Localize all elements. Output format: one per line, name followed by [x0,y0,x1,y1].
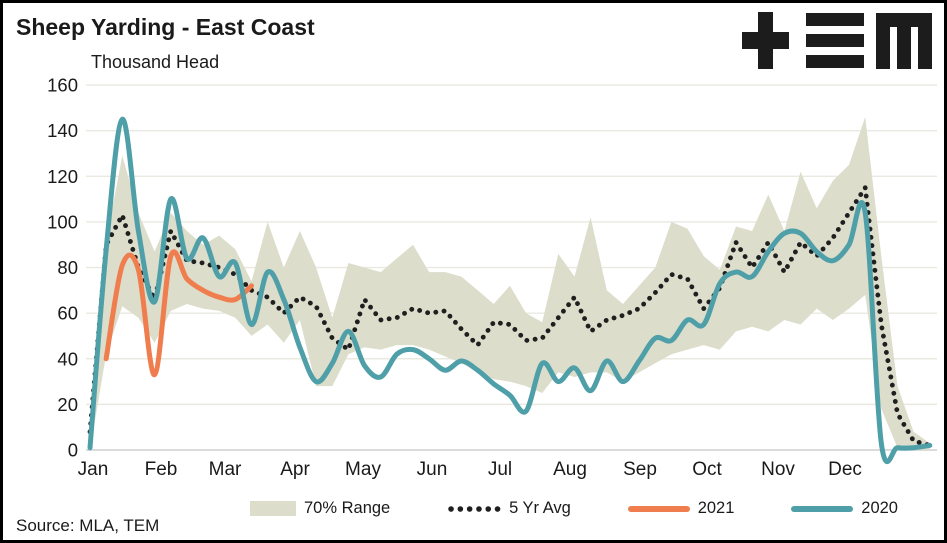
legend-label-2020: 2020 [861,499,898,517]
month-label: Sep [623,459,657,480]
range-band-swatch [250,501,296,516]
y-tick-label: 80 [57,257,78,278]
y-axis-units-label: Thousand Head [91,52,220,72]
tem-logo-glyphs [742,12,932,69]
y-tick-label: 0 [68,440,78,461]
y-tick-label: 140 [47,120,78,141]
month-label: Feb [145,459,178,480]
line-2020 [87,116,933,465]
legend-label-avg: 5 Yr Avg [509,499,571,517]
month-label: Jun [417,459,448,480]
five-yr-avg-line [87,180,933,448]
chart-legend: 70% Range 5 Yr Avg 2021 2020 [250,499,898,518]
range-band-area [90,117,930,450]
y-tick-label: 160 [47,75,78,96]
x-axis-labels: Jan Feb Mar Apr May Jun Jul Aug Sep Oct Nov Dec [78,459,862,480]
legend-label-2021: 2021 [697,499,735,517]
y-axis-labels: 0 20 40 60 80 100 120 140 160 [47,75,78,461]
tem-logo [742,11,932,76]
line-2020-swatch [791,505,854,512]
y-tick-label: 120 [47,166,78,187]
line-2021 [103,249,254,378]
legend-item-2020: 2020 [791,499,898,518]
y-tick-label: 100 [47,211,78,232]
y-tick-label: 60 [57,303,78,324]
month-label: Aug [553,459,587,480]
month-label: Mar [209,459,242,480]
legend-item-2021: 2021 [627,499,735,518]
month-label: May [345,459,381,480]
chart-title: Sheep Yarding - East Coast [16,14,315,40]
y-tick-label: 20 [57,394,78,415]
dotted-line-swatch [448,505,502,512]
month-label: Nov [761,459,795,480]
legend-label-range: 70% Range [304,499,391,517]
y-tick-label: 40 [57,348,78,369]
month-label: Dec [828,459,862,480]
month-label: Oct [692,459,722,480]
month-label: Jul [488,459,512,480]
legend-item-range: 70% Range [250,499,390,518]
month-label: Jan [78,459,109,480]
month-label: Apr [280,459,310,480]
line-2021-swatch [627,505,690,512]
legend-item-avg: 5 Yr Avg [447,499,571,518]
source-note: Source: MLA, TEM [16,516,160,535]
